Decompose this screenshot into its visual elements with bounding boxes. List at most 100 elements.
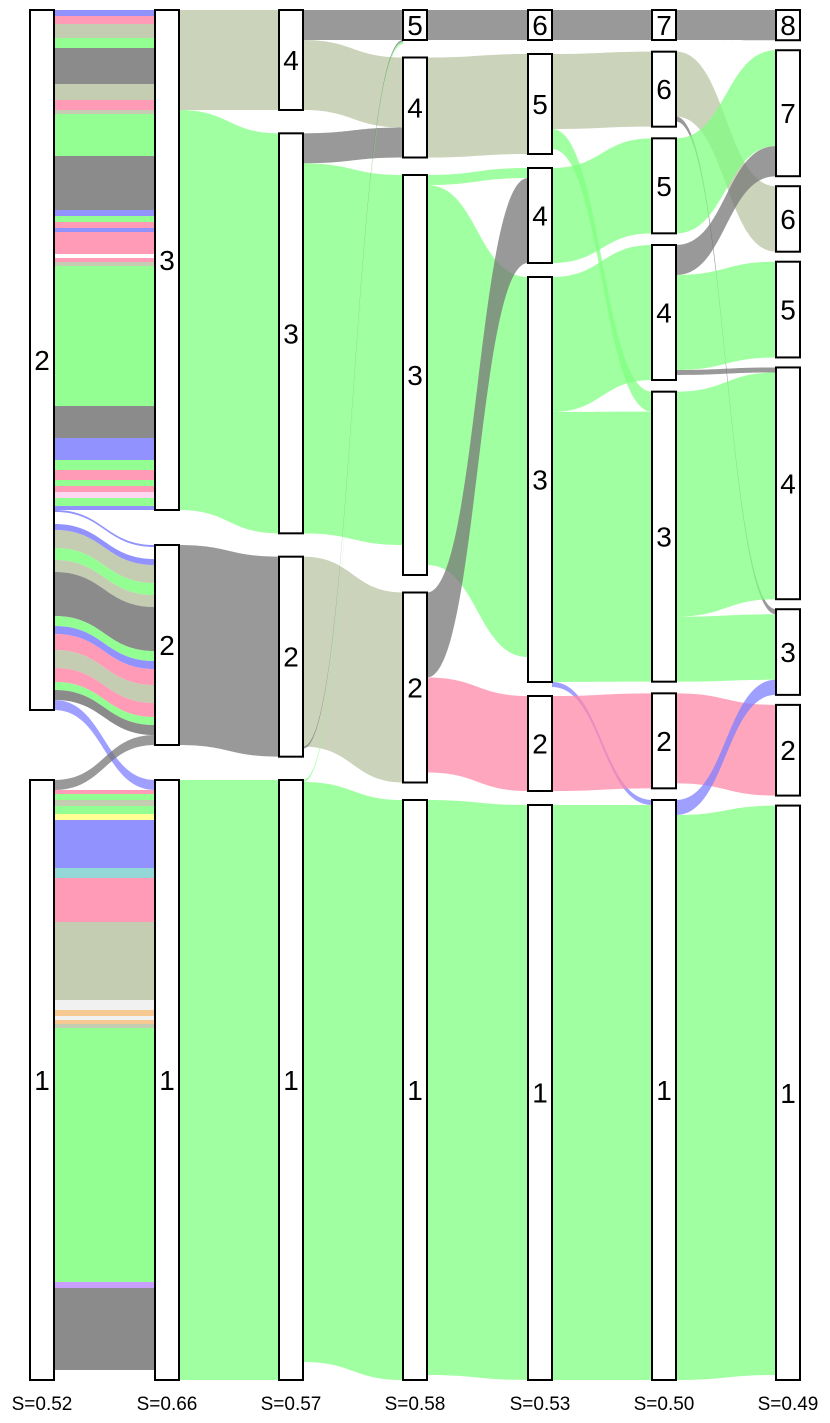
cluster-node: 2 bbox=[527, 695, 553, 792]
cluster-label: 3 bbox=[283, 318, 299, 349]
flow-band bbox=[54, 438, 155, 460]
flow-band bbox=[54, 254, 155, 258]
flow-ribbon bbox=[427, 54, 528, 158]
flow-ribbon bbox=[552, 10, 652, 40]
cluster-node: 3 bbox=[154, 9, 180, 511]
flow-band bbox=[54, 460, 155, 470]
score-label: S=0.58 bbox=[385, 1394, 446, 1415]
flow-ribbon bbox=[54, 735, 155, 790]
flow-band bbox=[54, 156, 155, 210]
cluster-node: 4 bbox=[775, 366, 801, 601]
cluster-label: 3 bbox=[532, 465, 548, 496]
cluster-node: 1 bbox=[651, 799, 677, 1381]
flow-ribbon bbox=[303, 556, 403, 783]
cluster-node: 1 bbox=[278, 779, 304, 1381]
cluster-node: 1 bbox=[527, 804, 553, 1381]
cluster-label: 4 bbox=[780, 468, 796, 499]
flow-ribbon bbox=[676, 10, 776, 41]
flow-band bbox=[54, 1020, 155, 1024]
flow-ribbon bbox=[552, 693, 652, 791]
cluster-box bbox=[402, 174, 428, 576]
flow-ribbon bbox=[179, 110, 279, 534]
flow-band bbox=[54, 790, 155, 794]
flow-band bbox=[54, 524, 155, 565]
cluster-box bbox=[527, 276, 553, 683]
cluster-node: 6 bbox=[775, 185, 801, 253]
cluster-label: 2 bbox=[159, 630, 175, 661]
cluster-label: 4 bbox=[656, 298, 672, 329]
flow-band bbox=[54, 820, 155, 868]
flow-band bbox=[54, 512, 155, 559]
flow-band bbox=[54, 1000, 155, 1010]
flow-ribbon bbox=[676, 614, 776, 682]
flow-ribbon bbox=[427, 168, 528, 185]
cluster-node: 5 bbox=[651, 137, 677, 235]
cluster-label: 7 bbox=[780, 98, 796, 129]
cluster-label: 1 bbox=[34, 1065, 50, 1096]
flow-ribbon bbox=[54, 700, 155, 790]
cluster-label: 3 bbox=[656, 522, 672, 553]
flow-band bbox=[54, 24, 155, 38]
flow-band bbox=[54, 806, 155, 814]
flow-ribbon bbox=[676, 50, 776, 234]
flow-ribbon bbox=[303, 40, 403, 749]
cluster-node: 2 bbox=[154, 544, 180, 746]
cluster-box bbox=[29, 9, 55, 711]
cluster-box bbox=[651, 137, 677, 235]
cluster-label: 4 bbox=[532, 201, 548, 232]
cluster-box bbox=[278, 555, 304, 758]
cluster-label: 1 bbox=[532, 1078, 548, 1109]
score-label: S=0.53 bbox=[510, 1394, 571, 1415]
cluster-box bbox=[154, 544, 180, 746]
cluster-label: 6 bbox=[780, 204, 796, 235]
flow-band bbox=[54, 222, 155, 228]
cluster-node: 3 bbox=[402, 174, 428, 576]
cluster-node: 6 bbox=[527, 9, 553, 41]
flow-band bbox=[54, 668, 155, 717]
cluster-box bbox=[402, 9, 428, 41]
cluster-nodes: 2 1 3 2 1 4 3 2 1 5 4 3 2 1 6 5 4 3 2 1 7 6 5 4 3 2 1 8 7 6 5 4 3 2 1 bbox=[29, 9, 801, 1381]
flow-ribbon bbox=[427, 677, 528, 791]
flow-band bbox=[54, 48, 155, 84]
cluster-label: 3 bbox=[780, 637, 796, 668]
cluster-box bbox=[527, 695, 553, 792]
flow-band bbox=[54, 794, 155, 800]
cluster-box bbox=[29, 779, 55, 1381]
cluster-node: 5 bbox=[527, 53, 553, 155]
cluster-box bbox=[651, 390, 677, 683]
flow-ribbon bbox=[676, 372, 776, 617]
cluster-box bbox=[651, 9, 677, 41]
flow-band bbox=[54, 634, 155, 685]
cluster-box bbox=[527, 53, 553, 155]
flow-band bbox=[54, 266, 155, 406]
cluster-node: 2 bbox=[651, 692, 677, 790]
cluster-node: 1 bbox=[154, 779, 180, 1381]
flow-band bbox=[54, 1028, 155, 1282]
flow-band bbox=[54, 262, 155, 266]
flow-band bbox=[54, 232, 155, 254]
cluster-node: 3 bbox=[651, 390, 677, 683]
flow-band bbox=[54, 626, 155, 669]
flow-ribbon bbox=[303, 127, 403, 164]
flow-ribbon bbox=[303, 42, 403, 782]
flow-band bbox=[54, 530, 155, 583]
cluster-label: 2 bbox=[283, 642, 299, 673]
cluster-node: 1 bbox=[402, 799, 428, 1381]
flow-band bbox=[54, 10, 155, 16]
cluster-box bbox=[154, 779, 180, 1381]
cluster-label: 5 bbox=[656, 171, 672, 202]
cluster-node: 1 bbox=[29, 779, 55, 1381]
cluster-box bbox=[775, 49, 801, 178]
cluster-node: 2 bbox=[278, 555, 304, 758]
cluster-label: 3 bbox=[407, 360, 423, 391]
cluster-label: 5 bbox=[532, 89, 548, 120]
flow-ribbon bbox=[303, 782, 403, 1380]
flow-band bbox=[54, 922, 155, 1000]
cluster-box bbox=[775, 9, 801, 42]
cluster-box bbox=[278, 132, 304, 535]
cluster-node: 1 bbox=[775, 804, 801, 1381]
cluster-label: 2 bbox=[656, 726, 672, 757]
flow-band bbox=[54, 492, 155, 498]
cluster-label: 8 bbox=[780, 10, 796, 41]
cluster-box bbox=[775, 185, 801, 253]
